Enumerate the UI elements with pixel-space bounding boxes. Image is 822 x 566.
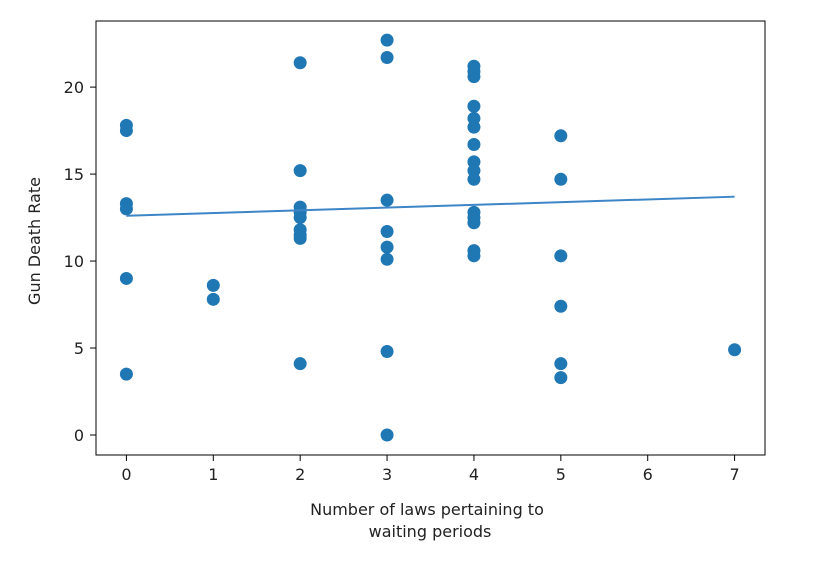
data-point — [380, 428, 394, 442]
x-axis-ticks: 0 1 2 3 4 5 6 7 — [121, 455, 740, 484]
data-point — [380, 252, 394, 266]
data-point — [554, 357, 568, 371]
x-tick-label: 6 — [643, 465, 653, 484]
data-point — [467, 138, 481, 152]
data-point — [467, 216, 481, 230]
y-axis-label: Gun Death Rate — [25, 177, 44, 305]
data-point — [554, 371, 568, 385]
x-tick-label: 1 — [208, 465, 218, 484]
data-point — [380, 240, 394, 254]
data-point — [206, 292, 220, 306]
data-point — [119, 367, 133, 381]
x-tick-label: 7 — [729, 465, 739, 484]
data-point — [554, 129, 568, 143]
data-point — [293, 211, 307, 225]
x-axis-label-line-1: Number of laws pertaining to — [310, 500, 544, 519]
data-point — [380, 33, 394, 47]
plot-frame — [95, 20, 766, 456]
trend-line — [126, 195, 735, 217]
data-point — [206, 278, 220, 292]
x-tick-label: 2 — [295, 465, 305, 484]
x-axis-label-line-2: waiting periods — [369, 522, 492, 541]
data-point — [380, 224, 394, 238]
y-tick-label: 10 — [64, 252, 84, 271]
y-tick-label: 20 — [64, 78, 84, 97]
data-point — [119, 271, 133, 285]
data-point — [728, 343, 742, 357]
data-point — [467, 249, 481, 263]
data-point — [467, 172, 481, 186]
y-tick-label: 15 — [64, 165, 84, 184]
data-point — [293, 231, 307, 245]
x-tick-label: 3 — [382, 465, 392, 484]
x-tick-label: 0 — [121, 465, 131, 484]
data-point — [467, 99, 481, 113]
x-tick-label: 4 — [469, 465, 479, 484]
y-tick-label: 5 — [74, 339, 84, 358]
data-point — [380, 51, 394, 65]
data-point — [467, 70, 481, 84]
data-point — [554, 299, 568, 313]
y-axis-ticks: 0 5 10 15 20 — [64, 78, 96, 445]
data-point — [467, 120, 481, 134]
x-tick-label: 5 — [556, 465, 566, 484]
data-point — [119, 124, 133, 138]
data-point — [293, 164, 307, 178]
data-point — [119, 202, 133, 216]
data-point — [380, 345, 394, 359]
y-tick-label: 0 — [74, 426, 84, 445]
data-point — [293, 357, 307, 371]
data-point — [380, 193, 394, 207]
data-points — [119, 33, 742, 442]
data-point — [554, 249, 568, 263]
data-point — [293, 56, 307, 70]
data-point — [554, 172, 568, 186]
